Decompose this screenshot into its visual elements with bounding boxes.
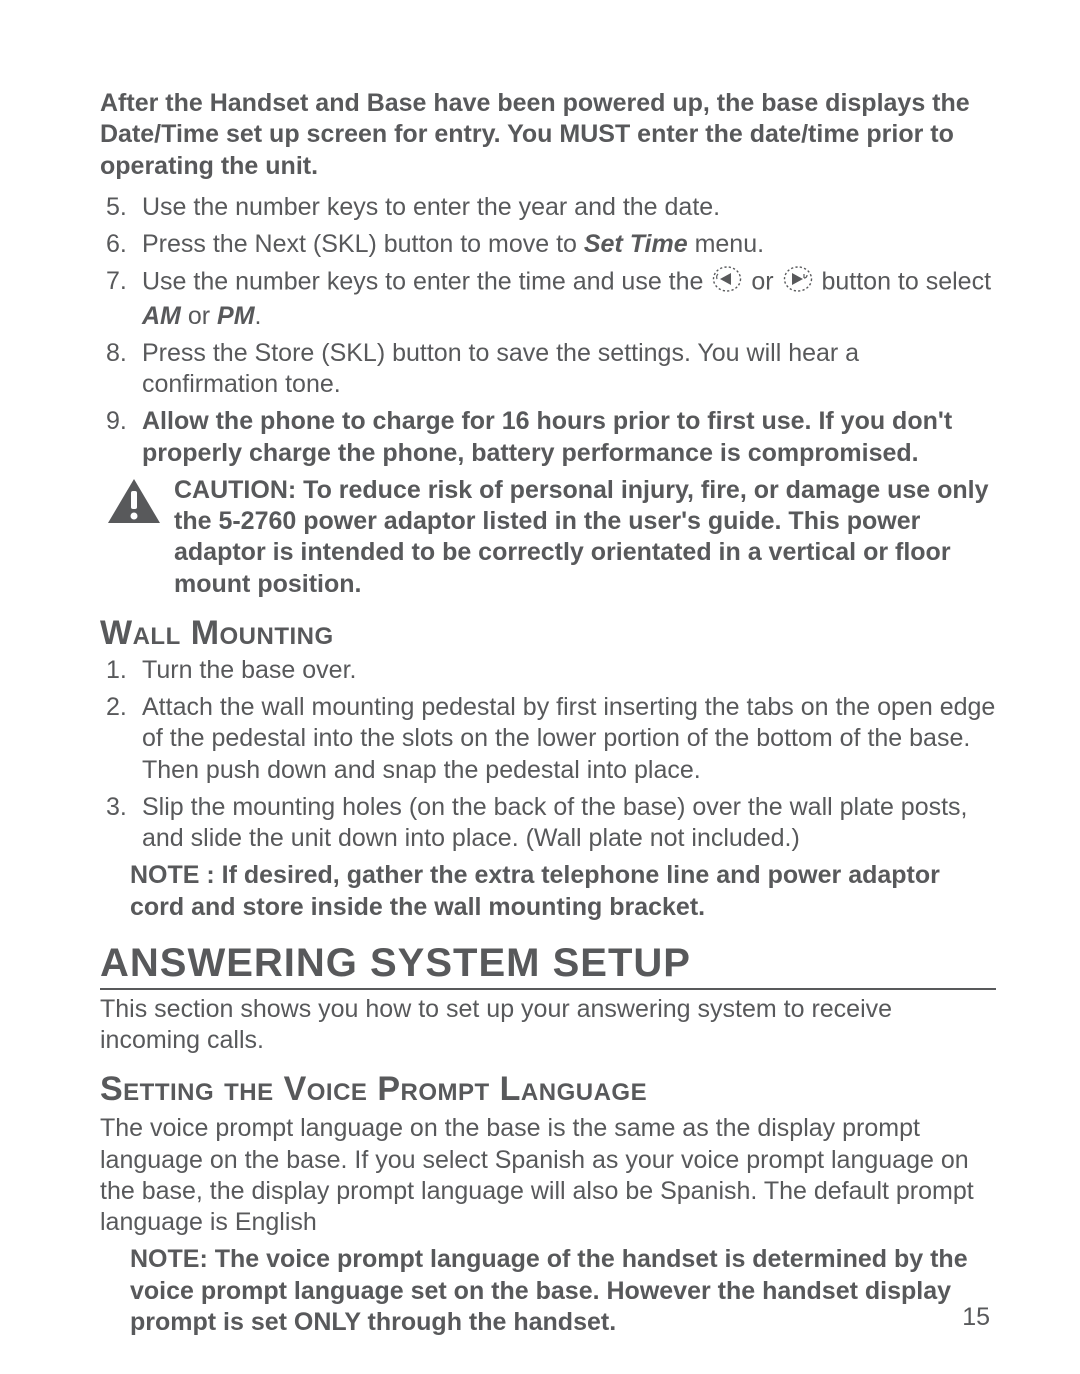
step-6-post: menu. [688,230,764,258]
wall-step-3-text: Slip the mounting holes (on the back of … [142,793,968,852]
wall-mounting-heading: Wall Mounting [100,614,996,653]
step-6-emph: Set Time [584,230,688,258]
step-7-am: AM [142,302,181,330]
voice-prompt-note: NOTE: The voice prompt language of the h… [130,1244,996,1338]
step-7-end: . [255,302,262,330]
intro-paragraph: After the Handset and Base have been pow… [100,88,996,182]
step-9: 9.Allow the phone to charge for 16 hours… [106,406,996,469]
voice-prompt-body: The voice prompt language on the base is… [100,1113,996,1238]
step-7-pm: PM [217,302,255,330]
step-7-post: button to select [821,268,991,296]
step-5: 5.Use the number keys to enter the year … [106,192,996,223]
step-5-text: Use the number keys to enter the year an… [142,193,720,221]
step-7: 7. Use the number keys to enter the time… [106,266,996,332]
step-9-text: Allow the phone to charge for 16 hours p… [142,407,952,466]
voice-prompt-heading: Setting the Voice Prompt Language [100,1070,996,1109]
wall-step-3: 3.Slip the mounting holes (on the back o… [106,792,996,855]
step-7-or: or [181,302,217,330]
answering-intro: This section shows you how to set up you… [100,994,996,1057]
caution-block: CAUTION: To reduce risk of personal inju… [100,475,996,600]
right-arrow-icon [783,266,813,300]
page-number: 15 [962,1303,990,1332]
step-8: 8.Press the Store (SKL) button to save t… [106,338,996,401]
left-arrow-icon [712,266,742,300]
step-8-text: Press the Store (SKL) button to save the… [142,339,859,398]
wall-step-2: 2.Attach the wall mounting pedestal by f… [106,692,996,786]
wall-step-1-text: Turn the base over. [142,656,356,684]
step-7-mid: or [751,268,780,296]
caution-text: CAUTION: To reduce risk of personal inju… [174,475,996,600]
step-6: 6. Press the Next (SKL) button to move t… [106,229,996,260]
answering-system-heading: ANSWERING SYSTEM SETUP [100,941,996,990]
wall-mounting-note: NOTE : If desired, gather the extra tele… [130,860,996,923]
wall-step-1: 1.Turn the base over. [106,655,996,686]
warning-icon [106,477,162,530]
step-6-pre: Press the Next (SKL) button to move to [142,230,584,258]
step-7-pre: Use the number keys to enter the time an… [142,268,710,296]
wall-step-2-text: Attach the wall mounting pedestal by fir… [142,693,995,784]
setup-steps-list: 5.Use the number keys to enter the year … [106,192,996,469]
wall-mounting-list: 1.Turn the base over. 2.Attach the wall … [106,655,996,855]
